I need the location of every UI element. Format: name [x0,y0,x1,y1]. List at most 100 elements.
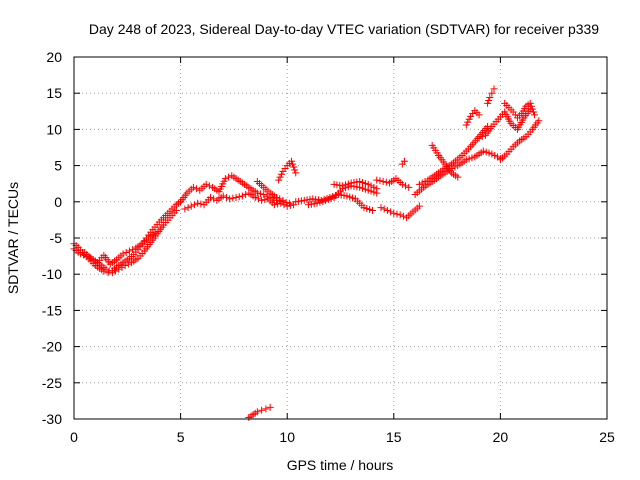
data-point [129,246,137,254]
series-track-n-evening-rise [411,147,504,199]
data-point [464,118,472,126]
data-point [251,193,259,201]
data-point [327,194,335,202]
data-point [322,196,330,204]
data-point [418,179,426,187]
data-point [118,263,126,271]
data-point [232,193,240,201]
data-point [278,170,286,178]
data-point [535,117,543,125]
data-point [313,199,321,207]
data-point [181,205,189,213]
data-point [205,182,213,190]
data-point [283,202,291,210]
y-tick-label: -15 [42,302,62,318]
data-point [238,192,246,200]
data-point [262,405,270,413]
data-point [258,406,266,414]
data-point [529,108,537,116]
data-point [359,178,367,186]
data-point [287,157,295,165]
data-point [292,169,300,177]
data-point [276,195,284,203]
y-tick-label: -30 [42,411,62,427]
series-track-h-afternoon [292,191,376,214]
series-track-u-late [501,99,539,122]
data-point [479,147,487,155]
data-point [274,200,282,208]
data-point [324,195,332,203]
x-tick-label: 0 [70,429,78,445]
data-point [254,195,262,203]
data-point [373,185,381,193]
data-point [527,102,535,110]
data-point [190,201,198,209]
data-point [421,178,429,186]
data-point [124,260,132,268]
data-point [360,204,368,212]
data-point [202,180,210,188]
data-point [482,148,490,156]
data-point [349,194,357,202]
data-point [468,154,476,162]
series-track-j-afternoon [330,178,381,193]
data-point [490,85,498,93]
data-point [276,173,284,181]
data-point [364,180,372,188]
data-point [396,211,404,219]
data-point [341,181,349,189]
data-point [485,96,493,104]
data-point [393,210,401,218]
data-point [339,182,347,190]
data-point [486,94,494,102]
data-point [415,180,423,188]
data-point [363,205,371,213]
data-point [528,105,536,113]
data-point [194,199,202,207]
data-point [222,193,230,201]
data-point [260,191,268,199]
data-point [366,206,374,214]
y-tick-label: -25 [42,375,62,391]
data-point [275,176,283,184]
data-point [415,202,423,210]
data-point [465,115,473,123]
x-tick-labels: 0 5 10 15 20 25 [70,429,615,445]
data-point [280,201,288,209]
series-track-q-evening-peak [484,85,498,107]
axis-ticks [73,56,608,420]
data-point [108,269,116,277]
data-point [373,176,381,184]
data-point [356,178,364,186]
y-tick-label: -10 [42,266,62,282]
data-point [105,267,113,275]
data-point [102,265,110,273]
data-point [197,200,205,208]
data-point [291,166,299,174]
y-tick-label: -5 [50,230,63,246]
data-point [279,196,287,204]
data-point [465,155,473,163]
data-marks [70,85,543,422]
x-tick-label: 20 [493,429,509,445]
series-track-m-afternoon-right [398,157,408,168]
data-point [206,193,214,201]
series-track-g-afternoon [253,178,287,204]
data-point [122,248,130,256]
y-axis-label: SDTVAR / TECUs [5,182,21,294]
data-point [290,163,298,171]
data-point [398,180,406,188]
data-point [258,196,266,204]
data-point [379,178,387,186]
data-point [266,403,274,411]
data-point [263,192,271,200]
data-point [494,153,502,161]
data-point [221,175,229,183]
data-point [121,262,129,270]
series-track-e-midday [181,189,298,213]
data-point [376,177,384,185]
data-point [270,201,278,209]
series-track-c-morning [81,229,159,268]
series-track-r-evening-v [428,141,462,181]
